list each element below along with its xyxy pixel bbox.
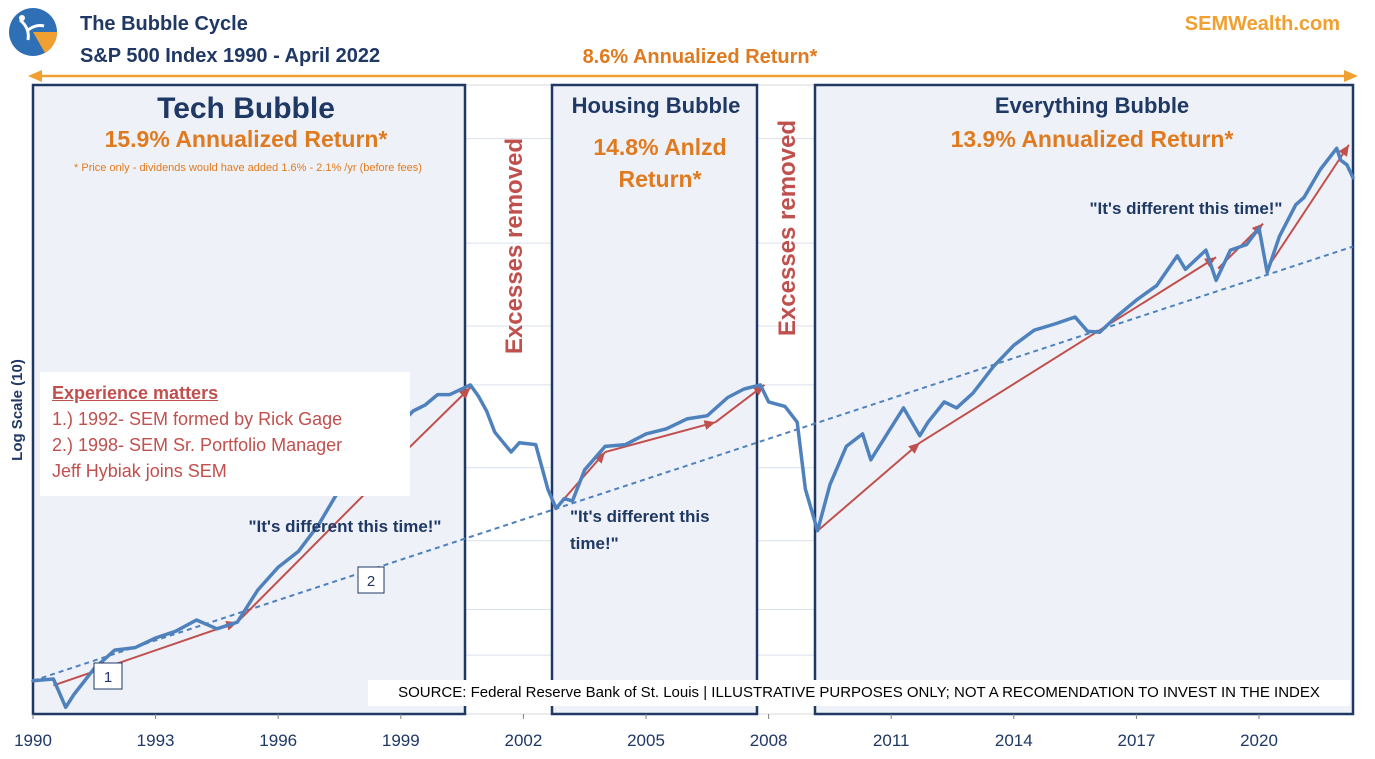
source-note: SOURCE: Federal Reserve Bank of St. Loui…	[368, 680, 1350, 706]
trend-arrow-6	[816, 442, 921, 532]
experience-line-1: 1.) 1992- SEM formed by Rick Gage	[52, 409, 343, 429]
trend-arrow-head-3	[594, 452, 606, 464]
excesses-removed-label-2: Excesses removed	[774, 120, 801, 336]
trend-arrow-head-4	[703, 420, 716, 430]
trend-arrow-1	[236, 477, 382, 623]
trend-arrow-9	[1266, 144, 1350, 270]
housing-bubble-quote-line1: "It's different this	[570, 507, 710, 526]
x-tick-1996: 1996	[259, 731, 297, 750]
trend-line-group	[32, 245, 1354, 682]
housing-bubble-quote-line2: time!"	[570, 534, 619, 553]
trend-arrows	[53, 144, 1350, 687]
housing-bubble-title: Housing Bubble	[572, 93, 741, 118]
series-group	[31, 146, 1355, 710]
logo-icon	[9, 8, 58, 56]
x-tick-1990: 1990	[14, 731, 52, 750]
x-axis-ticks: 1990 1993 1996 1999 2002 2005 2008 2011 2014 2017…	[14, 714, 1278, 750]
overall-arrow-left-head	[28, 70, 42, 82]
overall-return-label: 8.6% Annualized Return*	[583, 46, 818, 68]
trend-line	[32, 245, 1354, 682]
experience-heading: Experience matters	[52, 383, 219, 403]
brand-link[interactable]: SEMWealth.com	[1185, 13, 1340, 35]
x-tick-2017: 2017	[1117, 731, 1155, 750]
trend-arrow-4	[604, 421, 716, 454]
excesses-removed-label-1: Excesses removed	[501, 138, 528, 354]
x-tick-2008: 2008	[750, 731, 788, 750]
everything-bubble-return: 13.9% Annualized Return*	[951, 126, 1234, 152]
marker-2-label: 2	[367, 573, 375, 590]
x-tick-2014: 2014	[995, 731, 1033, 750]
x-tick-2011: 2011	[873, 731, 910, 750]
marker-1-label: 1	[104, 669, 112, 686]
page-subtitle: S&P 500 Index 1990 - April 2022	[80, 45, 380, 67]
x-tick-1999: 1999	[382, 731, 420, 750]
page-title: The Bubble Cycle	[80, 13, 248, 35]
tech-bubble-footnote: * Price only - dividends would have adde…	[74, 162, 422, 174]
housing-bubble-return-line1: 14.8% Anlzd	[593, 134, 726, 160]
tech-bubble-quote: "It's different this time!"	[248, 517, 441, 536]
x-tick-1993: 1993	[137, 731, 175, 750]
y-axis-label: Log Scale (10)	[9, 359, 26, 461]
experience-line-3: Jeff Hybiak joins SEM	[52, 461, 227, 481]
trend-arrow-7	[919, 256, 1217, 444]
everything-bubble-quote: "It's different this time!"	[1089, 199, 1282, 218]
series-line-sp500	[31, 146, 1355, 710]
experience-box: Experience matters 1.) 1992- SEM formed …	[40, 372, 410, 496]
trend-arrow-head-2	[458, 387, 471, 399]
tech-bubble-title: Tech Bubble	[157, 92, 335, 125]
tech-bubble-return: 15.9% Annualized Return*	[105, 126, 388, 152]
housing-bubble-return-line2: Return*	[618, 166, 701, 192]
experience-line-2: 2.) 1998- SEM Sr. Portfolio Manager	[52, 435, 343, 455]
trend-arrow-head-9	[1338, 144, 1349, 157]
everything-bubble-title: Everything Bubble	[995, 93, 1189, 118]
overall-arrow-right-head	[1344, 70, 1358, 82]
marker-1-box	[93, 662, 123, 690]
x-tick-2020: 2020	[1240, 731, 1278, 750]
x-tick-2002: 2002	[504, 731, 542, 750]
trend-arrow-head-6	[908, 442, 920, 454]
x-tick-2005: 2005	[627, 731, 665, 750]
marker-2-box	[357, 566, 385, 594]
everything-bubble-region	[813, 83, 1355, 716]
trend-arrow-0	[53, 621, 238, 687]
